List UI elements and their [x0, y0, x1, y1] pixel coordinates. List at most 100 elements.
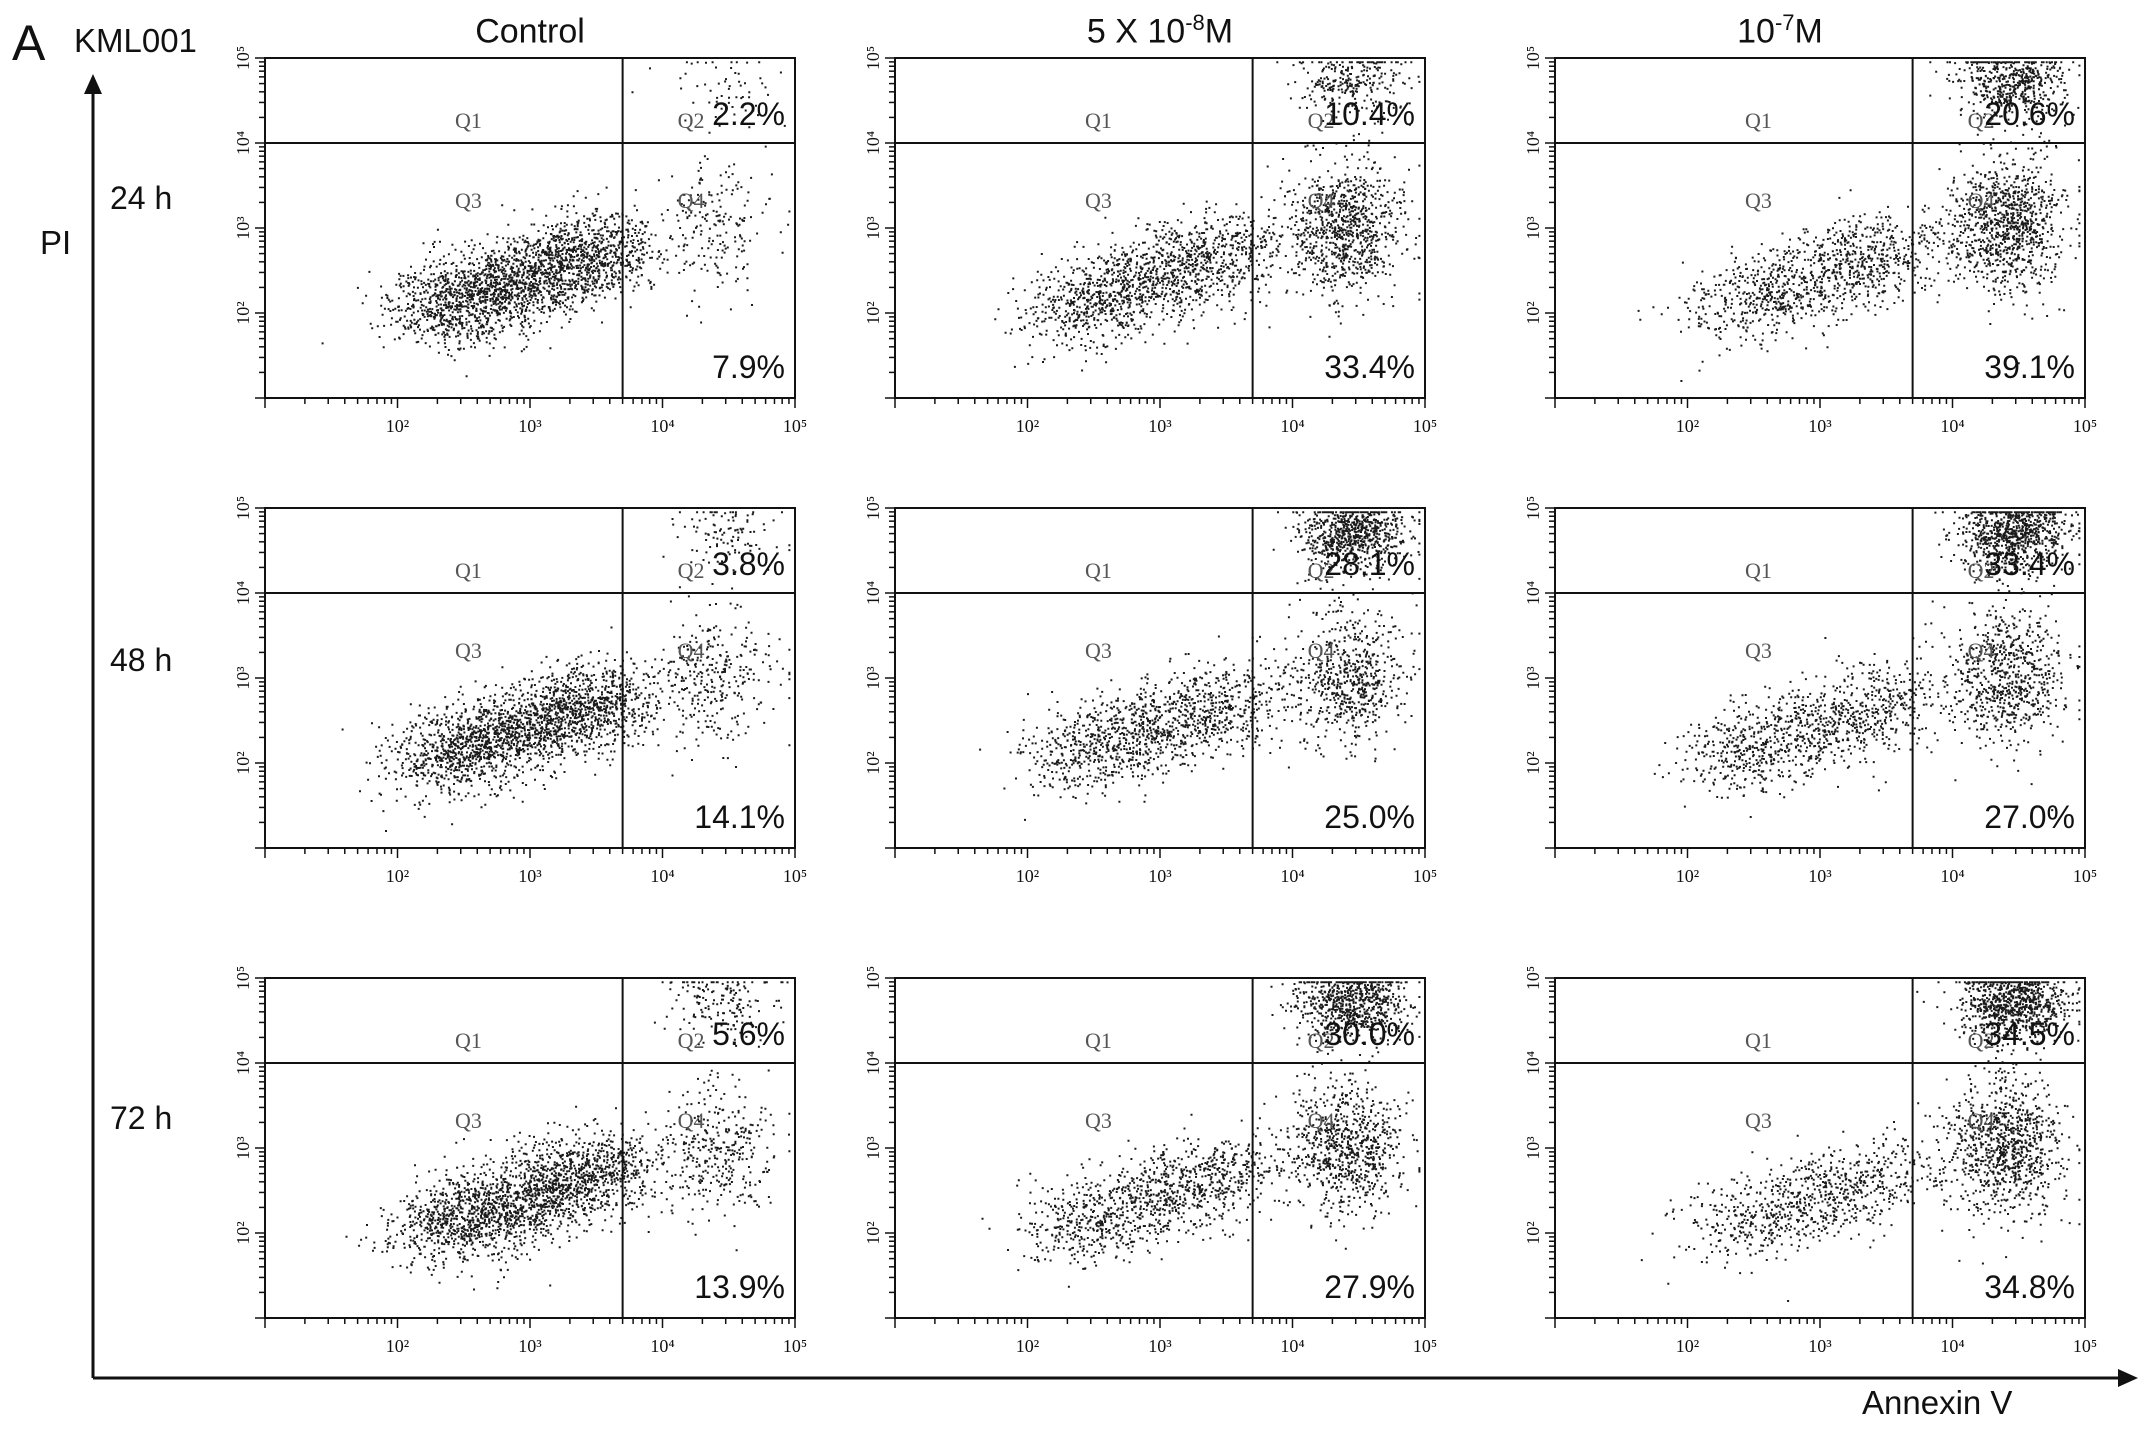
- x-tick-label: 10⁴: [1940, 416, 1964, 436]
- x-tick-label: 10²: [1676, 1336, 1699, 1356]
- x-tick-label: 10⁴: [1280, 416, 1304, 436]
- column-title-5e-8: 5 X 10-8M: [1086, 10, 1234, 51]
- x-tick-label: 10²: [1676, 866, 1699, 886]
- y-tick-label: 10⁴: [1523, 131, 1543, 155]
- q2-percentage: 3.8%: [712, 546, 785, 582]
- y-tick-label: 10²: [1523, 1221, 1543, 1244]
- y-tick-label: 10³: [1523, 666, 1543, 690]
- x-tick-label: 10⁴: [1940, 866, 1964, 886]
- y-tick-label: 10³: [1523, 1136, 1543, 1160]
- q4-percentage: 14.1%: [694, 799, 785, 835]
- y-tick-label: 10⁵: [233, 966, 253, 990]
- y-tick-label: 10⁵: [863, 496, 883, 520]
- q2-percentage: 2.2%: [712, 96, 785, 132]
- quadrant-label-q4: Q4: [678, 1108, 705, 1133]
- y-tick-label: 10⁴: [233, 131, 253, 155]
- y-tick-label: 10⁴: [233, 1051, 253, 1075]
- q2-percentage: 34.5%: [1984, 1016, 2075, 1052]
- y-tick-label: 10⁴: [1523, 1051, 1543, 1075]
- q2-percentage: 33.4%: [1984, 546, 2075, 582]
- quadrant-label-q3: Q3: [1085, 638, 1112, 663]
- scatter-points: [345, 981, 791, 1291]
- panel-48h-col0: Q1 Q2 Q3 Q4 3.8% 14.1% 10² 10² 10³ 10³ 10⁴ 10⁴ 10⁵ 10…: [233, 496, 807, 886]
- y-tick-label: 10²: [1523, 751, 1543, 774]
- q2-percentage: 30.0%: [1324, 1016, 1415, 1052]
- x-tick-label: 10⁴: [1940, 1336, 1964, 1356]
- x-tick-label: 10³: [1808, 866, 1832, 886]
- quadrant-label-q1: Q1: [455, 558, 482, 583]
- row-title-24h: 24 h: [110, 180, 173, 216]
- column-title-1e-7: 10-7M: [1737, 10, 1823, 51]
- x-tick-label: 10⁵: [1413, 866, 1437, 886]
- q4-percentage: 27.0%: [1984, 799, 2075, 835]
- panel-24h-col0: Q1 Q2 Q3 Q4 2.2% 7.9% 10² 10² 10³ 10³ 10⁴ 10⁴ 10⁵ 10⁵: [233, 46, 807, 436]
- x-tick-label: 10⁵: [2073, 1336, 2097, 1356]
- y-tick-label: 10²: [863, 751, 883, 774]
- panel-letter: A: [12, 15, 46, 71]
- q2-percentage: 20.6%: [1984, 96, 2075, 132]
- y-tick-label: 10²: [1523, 301, 1543, 324]
- quadrant-label-q2: Q2: [1308, 1028, 1335, 1053]
- x-tick-label: 10⁵: [1413, 1336, 1437, 1356]
- scatter-points: [1640, 981, 2081, 1302]
- quadrant-label-q1: Q1: [455, 108, 482, 133]
- y-tick-label: 10⁵: [1523, 966, 1543, 990]
- panel-24h-col1: Q1 Q2 Q3 Q4 10.4% 33.4% 10² 10² 10³ 10³ 10⁴ 10⁴ 10⁵ 1…: [863, 46, 1437, 436]
- x-tick-label: 10³: [518, 416, 542, 436]
- quadrant-label-q1: Q1: [1085, 558, 1112, 583]
- y-tick-label: 10⁵: [233, 46, 253, 70]
- x-tick-label: 10⁵: [1413, 416, 1437, 436]
- panel-48h-col1: Q1 Q2 Q3 Q4 28.1% 25.0% 10² 10² 10³ 10³ 10⁴ 10⁴ 10⁵ 1…: [863, 496, 1437, 886]
- scatter-points: [994, 61, 1421, 372]
- panel-48h-col2: Q1 Q2 Q3 Q4 33.4% 27.0% 10² 10² 10³ 10³ 10⁴ 10⁴ 10⁵ 1…: [1523, 496, 2097, 886]
- x-tick-label: 10⁴: [650, 1336, 674, 1356]
- q4-percentage: 34.8%: [1984, 1269, 2075, 1305]
- quadrant-label-q2: Q2: [1308, 108, 1335, 133]
- x-tick-label: 10³: [1148, 1336, 1172, 1356]
- y-tick-label: 10⁴: [863, 1051, 883, 1075]
- y-tick-label: 10⁵: [1523, 46, 1543, 70]
- q4-percentage: 7.9%: [712, 349, 785, 385]
- quadrant-label-q3: Q3: [455, 1108, 482, 1133]
- y-tick-label: 10²: [233, 1221, 253, 1244]
- quadrant-label-q2: Q2: [678, 108, 705, 133]
- q4-percentage: 13.9%: [694, 1269, 785, 1305]
- quadrant-label-q4: Q4: [1308, 1108, 1335, 1133]
- y-tick-label: 10³: [863, 666, 883, 690]
- quadrant-label-q4: Q4: [1968, 1108, 1995, 1133]
- q4-percentage: 27.9%: [1324, 1269, 1415, 1305]
- y-tick-label: 10⁵: [233, 496, 253, 520]
- y-tick-label: 10³: [233, 666, 253, 690]
- y-tick-label: 10³: [863, 1136, 883, 1160]
- figure-axes: [84, 74, 2138, 1387]
- quadrant-label-q1: Q1: [1745, 558, 1772, 583]
- y-tick-label: 10⁴: [1523, 581, 1543, 605]
- panel-72h-col1: Q1 Q2 Q3 Q4 30.0% 27.9% 10² 10² 10³ 10³ 10⁴ 10⁴ 10⁵ 1…: [863, 966, 1437, 1356]
- x-tick-label: 10³: [518, 866, 542, 886]
- row-title-72h: 72 h: [110, 1100, 173, 1136]
- scatter-points: [981, 981, 1421, 1288]
- y-tick-label: 10⁴: [863, 581, 883, 605]
- quadrant-label-q2: Q2: [1968, 558, 1995, 583]
- x-tick-label: 10⁴: [1280, 1336, 1304, 1356]
- y-axis-label: PI: [40, 224, 72, 261]
- quadrant-label-q4: Q4: [678, 188, 705, 213]
- panel-72h-col0: Q1 Q2 Q3 Q4 5.6% 13.9% 10² 10² 10³ 10³ 10⁴ 10⁴ 10⁵ 10…: [233, 966, 807, 1356]
- quadrant-label-q1: Q1: [1085, 1028, 1112, 1053]
- quadrant-label-q3: Q3: [1085, 1108, 1112, 1133]
- quadrant-label-q3: Q3: [1745, 1108, 1772, 1133]
- y-tick-label: 10²: [863, 1221, 883, 1244]
- column-title-control: Control: [475, 12, 585, 51]
- x-tick-label: 10³: [1148, 866, 1172, 886]
- y-tick-label: 10²: [233, 301, 253, 324]
- scatter-points: [341, 511, 791, 832]
- q2-percentage: 10.4%: [1324, 96, 1415, 132]
- quadrant-label-q4: Q4: [1308, 188, 1335, 213]
- quadrant-label-q1: Q1: [1745, 1028, 1772, 1053]
- y-tick-label: 10³: [233, 1136, 253, 1160]
- quadrant-label-q4: Q4: [1968, 188, 1995, 213]
- scatter-points: [979, 511, 1421, 821]
- q2-percentage: 5.6%: [712, 1016, 785, 1052]
